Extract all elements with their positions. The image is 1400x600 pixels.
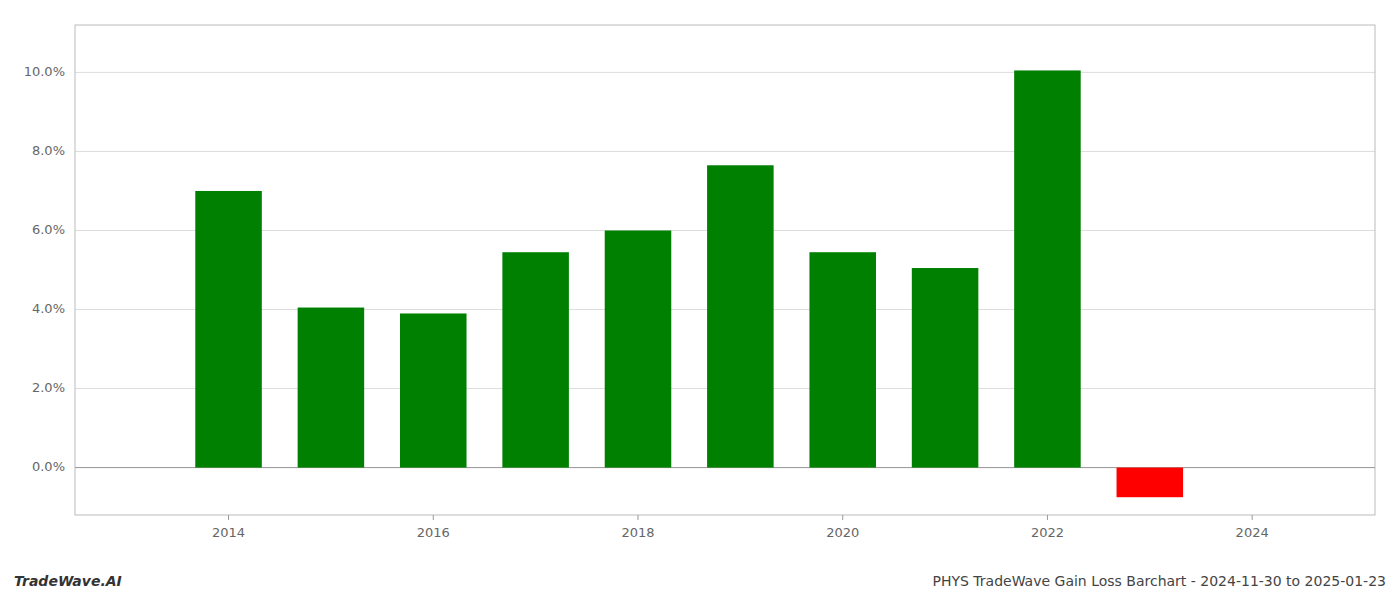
y-tick-label: 8.0% — [32, 143, 65, 158]
x-tick — [1047, 515, 1048, 520]
chart-svg: 0.0% 2.0% 4.0% 6.0% 8.0% 10.0% 2014 2016 2018 202… — [0, 0, 1400, 600]
grid — [75, 72, 1375, 467]
x-tick — [842, 515, 843, 520]
y-tick-label: 0.0% — [32, 459, 65, 474]
chart-container: 0.0% 2.0% 4.0% 6.0% 8.0% 10.0% 2014 2016 2018 202… — [0, 0, 1400, 600]
bar — [912, 268, 979, 468]
y-tick-label: 4.0% — [32, 301, 65, 316]
watermark: TradeWave.AI — [14, 573, 122, 589]
bar — [195, 191, 262, 468]
y-tick-label: 6.0% — [32, 222, 65, 237]
x-tick-label: 2014 — [212, 525, 245, 540]
bar — [1117, 468, 1184, 498]
bar — [809, 252, 876, 467]
x-tick — [228, 515, 229, 520]
x-tick-label: 2024 — [1236, 525, 1269, 540]
x-tick-label: 2016 — [417, 525, 450, 540]
bars — [195, 70, 1183, 497]
x-tick-label: 2022 — [1031, 525, 1064, 540]
plot-frame — [75, 25, 1375, 515]
bar — [400, 313, 467, 467]
bar — [298, 308, 365, 468]
bar — [502, 252, 569, 467]
bar — [1014, 70, 1081, 467]
bar — [707, 165, 774, 467]
y-tick-label: 2.0% — [32, 380, 65, 395]
axes: 0.0% 2.0% 4.0% 6.0% 8.0% 10.0% 2014 2016 2018 202… — [24, 25, 1375, 540]
y-tick-label: 10.0% — [24, 64, 65, 79]
x-tick — [637, 515, 638, 520]
grid-line — [75, 151, 1375, 152]
x-tick-label: 2020 — [826, 525, 859, 540]
x-tick-label: 2018 — [621, 525, 654, 540]
bar — [605, 230, 672, 467]
x-tick — [433, 515, 434, 520]
x-tick — [1252, 515, 1253, 520]
grid-line — [75, 72, 1375, 73]
title: PHYS TradeWave Gain Loss Barchart - 2024… — [932, 573, 1386, 589]
